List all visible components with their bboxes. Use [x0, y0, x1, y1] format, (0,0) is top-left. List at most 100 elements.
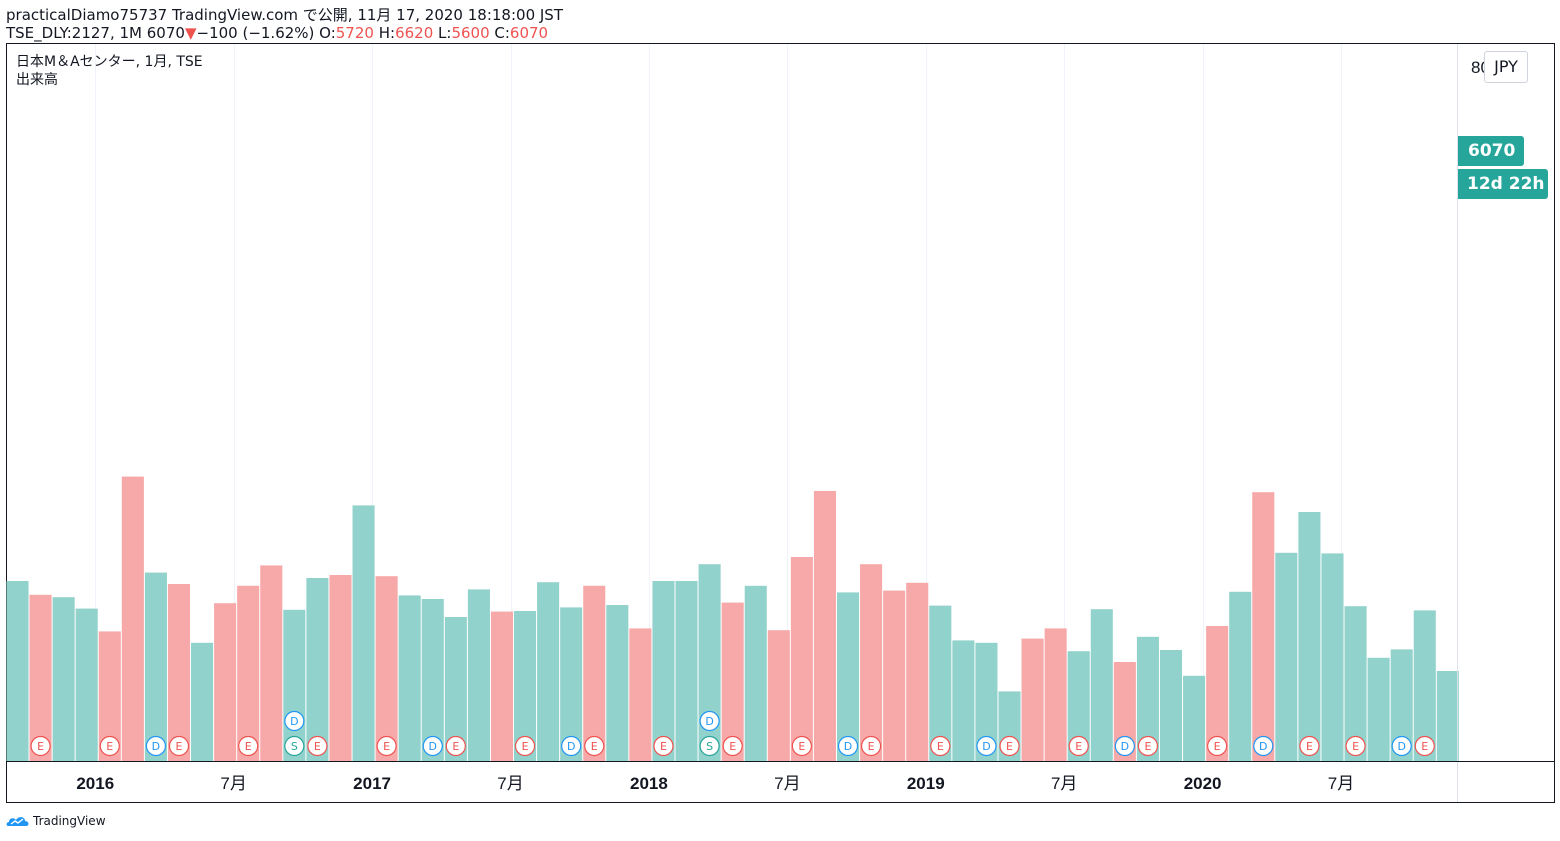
event-marker-label: E: [1144, 740, 1151, 753]
event-marker-label: D: [290, 715, 298, 728]
event-marker-label: D: [982, 740, 990, 753]
watermark-text: TradingView: [33, 814, 106, 828]
x-tick-label: 7月: [220, 774, 246, 793]
event-marker-label: E: [452, 740, 459, 753]
event-marker-e: [930, 735, 951, 757]
volume-bar: [237, 585, 260, 761]
event-marker-e: [238, 735, 259, 757]
volume-bar: [883, 590, 906, 761]
volume-bar: [1090, 609, 1113, 761]
event-marker-d: [422, 735, 443, 757]
low-label: L:: [433, 24, 452, 42]
x-tick-label: 2017: [353, 774, 391, 793]
volume-bar: [490, 611, 514, 761]
volume-bar: [1229, 591, 1252, 761]
volume-bar: [790, 557, 813, 761]
event-markers: E E D E EDS E E D E E D E EDS E E D E E D E E D E E D E E D E: [30, 710, 1435, 757]
event-marker-e: [653, 735, 674, 757]
event-marker-label: E: [937, 740, 944, 753]
event-marker-e: [1299, 735, 1320, 757]
volume-bar: [398, 595, 421, 761]
event-marker-e: [1137, 735, 1159, 757]
volume-bar: [906, 582, 929, 761]
legend-symbol[interactable]: 日本M＆Aセンター, 1月, TSE: [16, 54, 203, 70]
legend-volume[interactable]: 出来高: [16, 72, 58, 88]
close-label: C:: [489, 24, 510, 42]
event-marker-e: [999, 735, 1020, 757]
event-marker-d: [1114, 735, 1135, 757]
volume-bar: [698, 564, 721, 761]
volume-bar: [1113, 662, 1136, 761]
volume-bar: [375, 576, 398, 761]
volume-bar: [1252, 492, 1275, 761]
event-marker-label: D: [705, 715, 713, 728]
event-marker-label: D: [1259, 740, 1267, 753]
event-marker-d: [699, 710, 720, 732]
volume-bar: [1413, 610, 1436, 761]
volume-bar: [1275, 552, 1298, 761]
tradingview-logo: TradingView: [6, 813, 106, 829]
event-marker-e: [307, 735, 328, 757]
volume-bar: [167, 584, 191, 761]
volume-bar: [1044, 628, 1067, 761]
volume-bar: [98, 631, 121, 761]
event-marker-label: E: [1421, 740, 1428, 753]
event-marker-label: D: [844, 740, 852, 753]
volume-bar: [560, 607, 583, 761]
x-tick-label: 7月: [497, 774, 523, 793]
event-marker-label: E: [591, 740, 598, 753]
volume-bar: [952, 640, 975, 761]
event-marker-label: D: [1121, 740, 1129, 753]
volume-bar: [744, 585, 767, 761]
price-change: −100 (−1.62%): [196, 24, 315, 42]
volume-bar: [1159, 650, 1183, 761]
event-marker-e: [376, 735, 397, 757]
volume-bars: [6, 476, 1459, 761]
volume-bar: [75, 608, 98, 761]
currency-button[interactable]: JPY: [1484, 51, 1528, 83]
volume-bar: [260, 565, 283, 761]
event-marker-d: [561, 735, 582, 757]
volume-bar: [1136, 636, 1159, 761]
publish-line: practicalDiamo75737 TradingView.com で公開,…: [6, 6, 563, 24]
x-tick-label: 7月: [1051, 774, 1077, 793]
event-marker-e: [30, 735, 51, 757]
event-marker-d: [976, 735, 997, 757]
volume-bar: [1067, 651, 1090, 761]
bar-countdown-label: 12d 22h: [1458, 169, 1548, 199]
event-marker-d: [284, 710, 305, 732]
event-marker-label: E: [245, 740, 252, 753]
last-price-label: 6070: [1458, 136, 1524, 166]
event-marker-label: E: [798, 740, 805, 753]
event-marker-label: S: [291, 740, 298, 753]
volume-bar: [975, 642, 998, 761]
volume-bar: [836, 592, 860, 761]
volume-bar: [537, 582, 560, 761]
low-value: 5600: [451, 24, 490, 42]
volume-bar: [144, 572, 167, 761]
event-marker-e: [445, 735, 466, 757]
high-label: H:: [373, 24, 396, 42]
event-marker-e: [1345, 735, 1366, 757]
event-marker-e: [1414, 735, 1435, 757]
volume-bar: [652, 581, 675, 761]
volume-bar: [29, 594, 52, 761]
close-value: 6070: [509, 24, 549, 42]
event-marker-label: E: [1075, 740, 1082, 753]
event-marker-label: D: [567, 740, 575, 753]
event-marker-label: E: [383, 740, 390, 753]
x-tick-label: 7月: [774, 774, 800, 793]
event-marker-d: [837, 735, 859, 757]
volume-bar: [721, 602, 744, 761]
event-marker-e: [514, 735, 536, 757]
event-marker-label: E: [1352, 740, 1359, 753]
event-marker-e: [722, 735, 743, 757]
event-marker-e: [1068, 735, 1089, 757]
open-label: O:: [314, 24, 336, 42]
event-marker-label: D: [152, 740, 160, 753]
event-marker-e: [1207, 735, 1228, 757]
volume-bar: [583, 585, 606, 761]
volume-bar: [329, 575, 352, 761]
volume-bar: [421, 599, 444, 761]
